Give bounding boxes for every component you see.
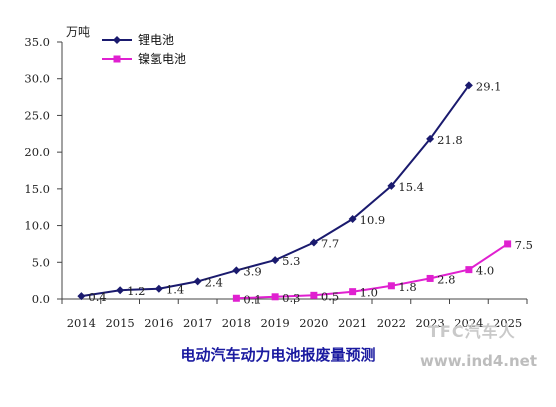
data-label: 0.5 — [321, 289, 339, 303]
data-label: 4.0 — [476, 264, 494, 278]
legend-marker — [113, 36, 121, 44]
x-tick-label: 2020 — [299, 316, 328, 330]
data-point — [116, 286, 125, 295]
data-point — [232, 266, 241, 275]
watermark-url: www.ind4.net — [420, 352, 538, 370]
data-point — [465, 266, 473, 274]
x-tick-label: 2022 — [377, 316, 406, 330]
x-tick-label: 2025 — [493, 316, 522, 330]
y-tick-label: 5.0 — [32, 255, 50, 269]
x-tick-label: 2015 — [105, 316, 134, 330]
data-label: 2.8 — [437, 272, 455, 286]
legend-label: 锂电池 — [138, 32, 174, 47]
data-label: 15.4 — [398, 180, 424, 194]
data-label: 7.5 — [515, 238, 533, 252]
series-line-2 — [236, 243, 509, 300]
data-point — [232, 294, 240, 302]
data-label: 1.2 — [127, 284, 145, 298]
data-point — [310, 291, 318, 299]
data-label: 5.3 — [282, 254, 300, 268]
data-label: 0.3 — [282, 291, 300, 305]
y-tick-label: 30.0 — [24, 72, 50, 86]
y-tick-label: 35.0 — [24, 35, 50, 49]
watermark-logo: TFC汽车人 — [428, 322, 516, 341]
data-label: 7.7 — [321, 236, 339, 250]
x-tick-label: 2021 — [338, 316, 367, 330]
x-tick-label: 2016 — [144, 316, 173, 330]
y-tick-label: 20.0 — [24, 145, 50, 159]
data-point — [271, 293, 279, 301]
data-label: 0.4 — [88, 290, 106, 304]
data-label: 1.0 — [360, 286, 378, 300]
data-point — [387, 282, 395, 290]
data-point — [193, 277, 202, 286]
x-tick-label: 2019 — [260, 316, 289, 330]
x-tick-label: 2024 — [454, 316, 483, 330]
data-label: 10.9 — [360, 213, 386, 227]
x-tick-label: 2018 — [222, 316, 251, 330]
legend-label: 镍氢电池 — [138, 51, 186, 66]
data-label: 2.4 — [205, 275, 223, 289]
data-label: 3.9 — [243, 264, 261, 278]
x-tick-label: 2017 — [183, 316, 212, 330]
data-point — [504, 240, 512, 248]
x-tick-label: 2014 — [67, 316, 96, 330]
data-point — [387, 181, 396, 190]
data-point — [154, 284, 163, 293]
data-point — [426, 274, 434, 282]
data-label: 1.4 — [166, 283, 184, 297]
y-unit-label: 万吨 — [66, 25, 90, 39]
data-label: 1.8 — [398, 280, 416, 294]
legend-marker — [113, 55, 121, 63]
x-tick-label: 2023 — [415, 316, 444, 330]
data-label: 29.1 — [476, 79, 502, 93]
data-point — [464, 81, 473, 90]
chart-title: 电动汽车动力电池报废量预测 — [180, 346, 376, 364]
data-point — [348, 214, 357, 223]
data-point — [77, 292, 86, 301]
data-label: 21.8 — [437, 133, 463, 147]
data-point — [426, 134, 435, 143]
y-tick-label: 10.0 — [24, 219, 50, 233]
data-point — [309, 238, 318, 247]
data-point — [271, 256, 280, 265]
y-tick-label: 15.0 — [24, 182, 50, 196]
line-chart: 0.0 5.0 10.0 15.0 20.0 25.0 30.0 35.0 2014 2015 20… — [24, 25, 533, 330]
data-point — [349, 288, 357, 296]
y-tick-label: 0.0 — [32, 292, 50, 306]
data-label: 0.1 — [243, 292, 261, 306]
y-tick-label: 25.0 — [24, 108, 50, 122]
